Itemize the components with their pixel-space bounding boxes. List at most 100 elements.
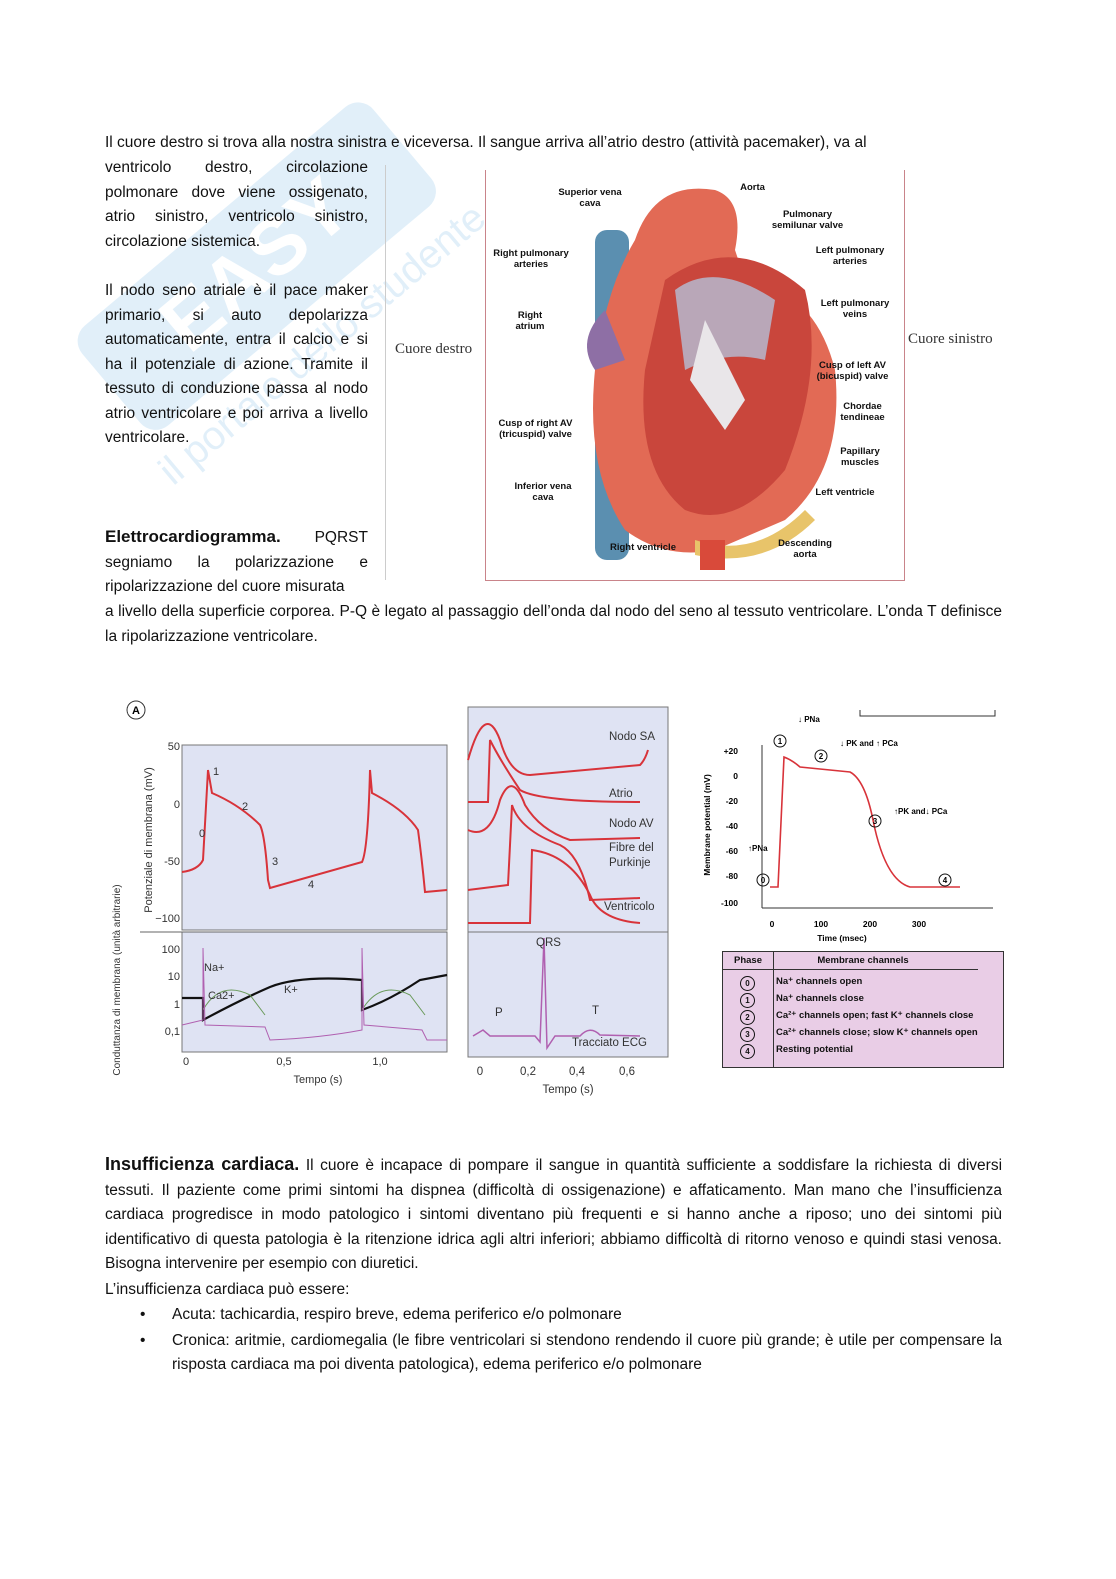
k-conductance-trace (182, 973, 448, 1022)
phase-number: 1 (740, 993, 755, 1008)
ytick: 0 (733, 771, 738, 781)
ytick: -100 (721, 898, 738, 908)
heart-illustration (587, 188, 837, 570)
ecg-paragraph-full: a livello della superficie corporea. P-Q… (105, 603, 1002, 645)
trace-label: Ventricolo (604, 901, 655, 913)
intro-paragraph: ventricolo destro, circolazione polmonar… (105, 159, 368, 250)
trace-label: Nodo SA (609, 731, 655, 743)
ytick: +20 (724, 746, 739, 756)
ecg-caption: Tracciato ECG (572, 1037, 647, 1049)
na-conductance-trace (181, 947, 447, 1041)
ytick: 100 (162, 944, 180, 956)
ylabel: Membrane potential (mV) (702, 774, 712, 876)
figure-badge: A (132, 705, 140, 717)
label-right-atrium: Right atrium (515, 310, 545, 332)
label-inferior-vena-cava: Inferior vena cava (514, 481, 572, 503)
ecg-text: PQRST segniamo la polarizzazione e ripol… (105, 529, 368, 595)
xtick: 0,4 (569, 1066, 586, 1078)
xlabel: Tempo (s) (294, 1074, 343, 1086)
label-descending-aorta: Descending aorta (778, 538, 832, 560)
phase-description: Resting potential (776, 1044, 854, 1055)
table-header-phase: Phase (734, 955, 762, 966)
ecg-label-p: P (495, 1007, 503, 1019)
trace-label: Fibre del Purkinje (609, 842, 654, 869)
xtick: 0,5 (276, 1056, 291, 1068)
label-right-pulmonary-arteries: Right pulmonary arteries (493, 248, 569, 270)
phase-table: Phase Membrane channels 0 Na⁺ channels op… (722, 951, 1004, 1068)
trace-av-node (467, 785, 641, 842)
heart-failure-first-line: Il cuore è incapace di pompare il sangue… (299, 1157, 951, 1174)
list-item: Acuta: tachicardia, respiro breve, edema… (105, 1303, 1002, 1328)
ytick: -80 (726, 871, 739, 881)
label-chordae-tendineae: Chordae tendineae (840, 401, 885, 423)
ca-conductance-trace (202, 989, 426, 1016)
ytick: 0 (174, 799, 180, 811)
label-bicuspid-valve: Cusp of left AV (bicuspid) valve (816, 360, 889, 382)
ion-label-ca: Ca2+ (208, 990, 235, 1002)
action-potential-trace (181, 769, 448, 894)
label-papillary-muscles: Papillary muscles (840, 446, 880, 468)
phase-description: Ca²⁺ channels close; slow K⁺ channels op… (776, 1027, 978, 1038)
ecg-label-qrs: QRS (536, 937, 561, 949)
trace-label: Nodo AV (609, 818, 654, 830)
top-ylabel: Potenziale di membrana (mV) (143, 767, 155, 913)
annotation: ↓ PNa (798, 715, 820, 724)
xlabel: Time (msec) (817, 933, 867, 943)
bottom-ylabel: Conduttanza di membrana (unità arbitrari… (112, 884, 123, 1075)
phase-label: 0 (199, 828, 205, 840)
phase-description: Na⁺ channels close (776, 993, 864, 1004)
list-item: Cronica: aritmie, cardiomegalia (le fibr… (105, 1329, 1002, 1378)
heart-failure-list: Acuta: tachicardia, respiro breve, edema… (105, 1303, 1002, 1378)
ytick: -50 (164, 856, 180, 868)
label-superior-vena-cava: Superior vena cava (558, 187, 622, 209)
phase-number: 2 (740, 1010, 755, 1025)
ytick: -40 (726, 821, 739, 831)
label-left-ventricle: Left ventricle (815, 487, 875, 498)
label-pulmonary-valve: Pulmonary semilunar valve (771, 209, 844, 231)
trace-purkinje (467, 804, 641, 902)
membrane-potential-trace (770, 755, 960, 888)
ion-label-na: Na+ (204, 962, 225, 974)
label-right-ventricle: Right ventricle (610, 542, 676, 553)
ecg-heading: Elettrocardiogramma. (105, 527, 281, 546)
xtick: 0 (770, 919, 775, 929)
ytick: -60 (726, 846, 739, 856)
right-heart-caption: Cuore destro (395, 341, 473, 357)
annotation: ↑PK and↓ PCa (894, 807, 948, 816)
list-intro: L’insufficienza cardiaca può essere: (105, 1281, 350, 1298)
trace-atrium (468, 739, 641, 803)
trace-sa-node (467, 723, 649, 777)
trace-label: Atrio (609, 788, 633, 800)
heart-failure-body: diversi tessuti. Il paziente come primi … (105, 1157, 1003, 1272)
sa-node-paragraph: Il nodo seno atriale è il pace maker pri… (105, 282, 368, 446)
xtick: 300 (912, 919, 926, 929)
annotation: ↑PNa (748, 844, 768, 853)
left-heart-caption: Cuore sinistro (908, 331, 993, 347)
ventricular-action-potential-chart: Membrane potential (mV) +20 0 -20 -40 -6… (702, 710, 996, 943)
heart-failure-heading: Insufficienza cardiaca. (105, 1154, 300, 1174)
xtick: 200 (863, 919, 877, 929)
xtick: 0 (477, 1066, 483, 1078)
ytick: 10 (168, 971, 180, 983)
phase-description: Na⁺ channels open (776, 976, 863, 987)
phase-number: 4 (740, 1044, 755, 1059)
phase-marker: 3 (873, 817, 878, 826)
phase-label: 1 (213, 766, 219, 778)
xtick: 0,6 (619, 1066, 635, 1078)
ytick: 50 (168, 741, 180, 753)
xlabel: Tempo (s) (542, 1084, 593, 1096)
label-left-pulmonary-arteries: Left pulmonary arteries (815, 245, 885, 267)
ytick: −100 (155, 913, 180, 925)
phase-label: 4 (308, 879, 314, 891)
ecg-label-t: T (592, 1005, 599, 1017)
heart-failure-paragraph: Insufficienza cardiaca. Il cuore è incap… (105, 1152, 1002, 1277)
intro-line1: Il cuore destro si trova alla nostra sin… (105, 134, 867, 151)
phase-marker: 1 (778, 737, 783, 746)
phase-description: Ca²⁺ channels open; fast K⁺ channels clo… (776, 1010, 974, 1021)
ytick: 1 (174, 999, 180, 1011)
annotation: ↓ PK and ↑ PCa (840, 739, 898, 748)
label-left-pulmonary-veins: Left pulmonary veins (820, 298, 890, 320)
xtick: 0 (183, 1056, 189, 1068)
label-tricuspid-valve: Cusp of right AV (tricuspid) valve (498, 418, 573, 440)
phase-label: 2 (242, 801, 248, 813)
